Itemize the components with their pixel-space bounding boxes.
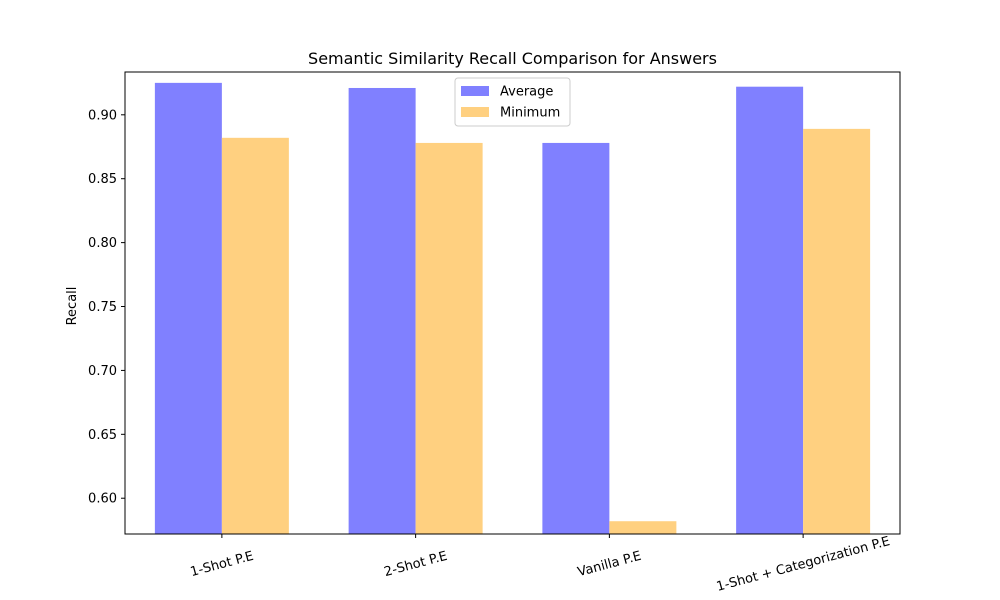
bar-minimum-2 xyxy=(609,521,677,534)
bar-minimum-3 xyxy=(803,128,871,534)
bars-group xyxy=(154,82,871,535)
plot-frame xyxy=(124,71,901,535)
legend-swatch-average xyxy=(461,86,489,96)
y-tick-label: 0.75 xyxy=(88,300,117,315)
bar-average-3 xyxy=(736,86,804,535)
y-tick-label: 0.90 xyxy=(88,108,117,123)
y-tick-label: 0.80 xyxy=(88,236,117,251)
legend: Average Minimum xyxy=(454,77,571,127)
bar-average-2 xyxy=(542,142,610,535)
bar-average-1 xyxy=(348,87,416,535)
legend-label-minimum: Minimum xyxy=(500,106,560,121)
bar-average-0 xyxy=(154,82,222,534)
legend-label-average: Average xyxy=(500,85,553,100)
chart-title: Semantic Similarity Recall Comparison fo… xyxy=(308,49,717,68)
y-axis-label: Recall xyxy=(65,287,80,326)
y-tick-label: 0.60 xyxy=(88,492,117,507)
bar-minimum-1 xyxy=(415,142,483,535)
legend-swatch-minimum xyxy=(461,107,489,117)
y-tick-label: 0.65 xyxy=(88,428,117,443)
y-tick-label: 0.70 xyxy=(88,364,117,379)
y-tick-label: 0.85 xyxy=(88,172,117,187)
bar-minimum-0 xyxy=(221,137,289,534)
